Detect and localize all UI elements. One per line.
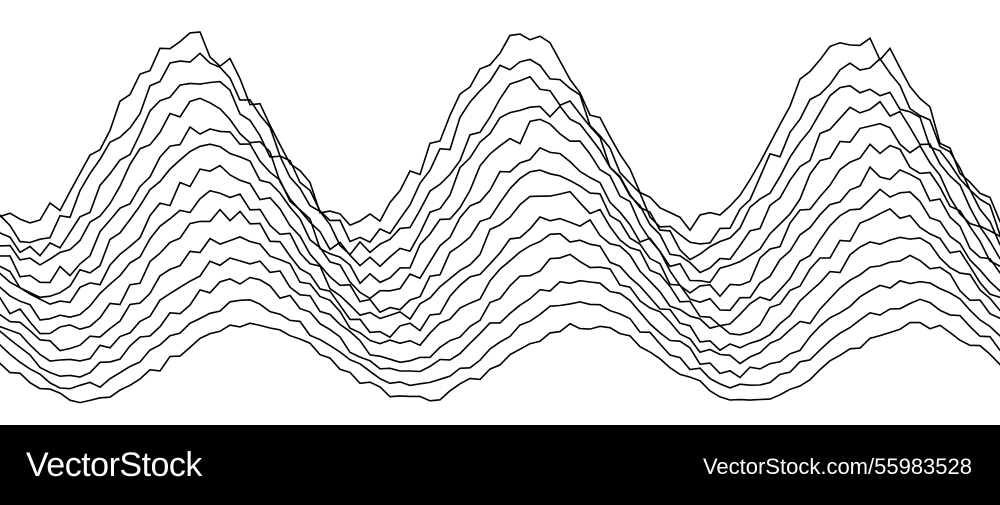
wave-lines-artwork [0, 31, 1000, 404]
wave-line [0, 143, 1000, 300]
image-id-label: VectorStock.com/55983528 [702, 454, 972, 479]
wave-line [0, 232, 1000, 352]
wave-line [0, 118, 1000, 285]
wave-line [0, 75, 1000, 261]
wave-line [0, 276, 1000, 379]
wave-line [0, 164, 1000, 314]
watermark-bar [0, 425, 1000, 505]
vectorstock-logo: VectorStock [26, 446, 202, 484]
wave-line [0, 188, 1000, 327]
wave-line [0, 97, 1000, 274]
wave-line [0, 321, 1000, 404]
wave-line [0, 253, 1000, 365]
wave-line [0, 298, 1000, 390]
wave-line [0, 207, 1000, 339]
wave-line [0, 31, 1000, 232]
wave-line [0, 52, 1000, 245]
